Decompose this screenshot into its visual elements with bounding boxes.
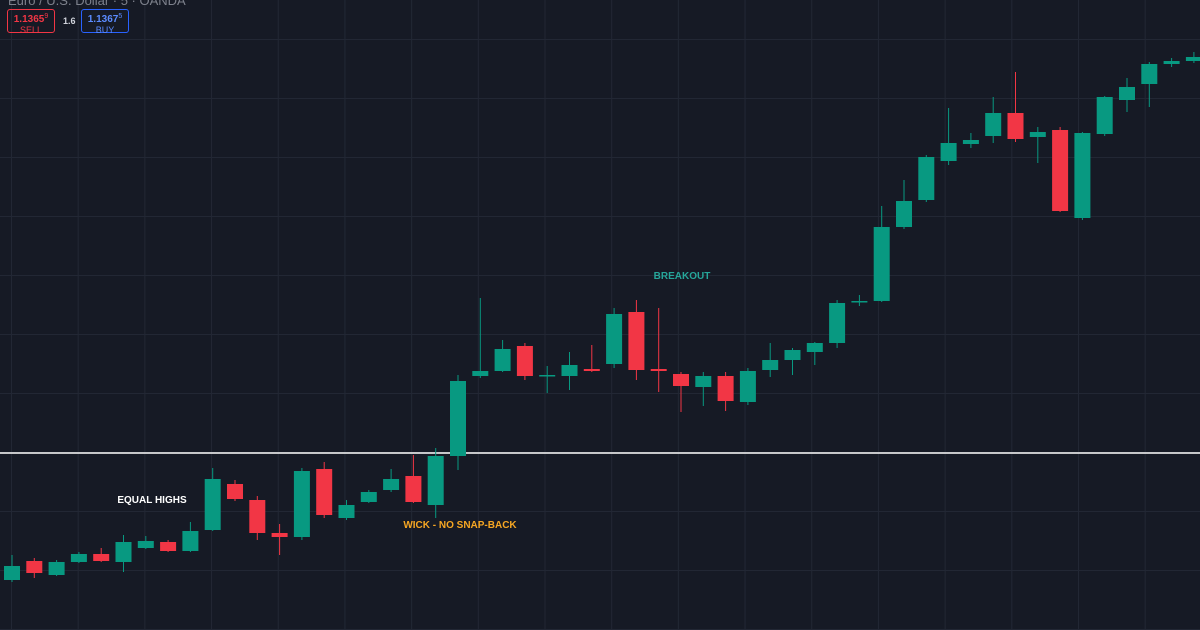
candle-body	[4, 566, 20, 580]
candle-body	[650, 369, 667, 371]
candle-body	[561, 365, 578, 376]
candle-body	[673, 374, 689, 386]
candle-body	[962, 140, 979, 144]
candle-body	[93, 554, 110, 561]
symbol-title: Euro / U.S. Dollar · 5 · OANDA	[8, 0, 186, 8]
candle-body	[695, 376, 712, 387]
candle-body	[806, 343, 823, 352]
candle-body	[873, 227, 890, 301]
candle-body	[249, 500, 266, 533]
candle-body	[1074, 133, 1091, 218]
spread: 1.6	[63, 16, 76, 26]
candle-body	[472, 371, 489, 376]
candle-body	[739, 371, 756, 402]
candle-body	[494, 349, 511, 371]
candle-body	[160, 542, 177, 551]
candle-body	[583, 369, 600, 371]
candle-body	[70, 554, 87, 562]
candle-body	[851, 301, 868, 303]
annotation: EQUAL HIGHS	[117, 495, 187, 506]
candle-body	[628, 312, 645, 370]
candle-body	[829, 303, 846, 343]
candle-body	[383, 479, 400, 490]
candle-body	[918, 157, 935, 200]
buy-pip: 5	[118, 13, 123, 20]
sell-label: SELL	[19, 25, 43, 35]
candle-body	[182, 531, 199, 551]
candle-body	[539, 375, 556, 377]
candle-body	[450, 381, 466, 456]
candle-body	[1163, 61, 1180, 64]
sell-price: 1.1365	[13, 14, 45, 25]
candle-body	[784, 350, 801, 360]
candle-body	[338, 505, 355, 518]
buy-price: 1.1367	[87, 14, 119, 25]
sell-button[interactable]: 1.13659 SELL	[7, 9, 55, 35]
candle-body	[1141, 64, 1158, 84]
buy-button[interactable]: 1.13675 BUY	[81, 9, 129, 35]
candle-body	[405, 476, 422, 502]
candle-body	[762, 360, 779, 370]
annotation: BREAKOUT	[654, 271, 711, 282]
candle-body	[137, 541, 154, 548]
candle-body	[227, 484, 243, 499]
candle-body	[293, 471, 310, 537]
candle-body	[1096, 97, 1113, 134]
candle-body	[427, 456, 444, 505]
buy-label: BUY	[95, 25, 115, 35]
candle-body	[1119, 87, 1135, 100]
sell-pip: 9	[44, 13, 49, 20]
candle-body	[606, 314, 623, 364]
candle-body	[48, 562, 65, 575]
candle-body	[1029, 132, 1046, 137]
annotation: WICK - NO SNAP-BACK	[403, 520, 517, 531]
candle-body	[516, 346, 533, 376]
candle-body	[896, 201, 912, 227]
candle-body	[717, 376, 734, 401]
candle-body	[316, 469, 333, 515]
candle-body	[360, 492, 377, 502]
candle-body	[985, 113, 1002, 136]
candle-body	[940, 143, 957, 161]
candle-body	[1007, 113, 1024, 139]
candle-body	[115, 542, 132, 562]
candle-body	[1052, 130, 1069, 211]
candle-body	[204, 479, 221, 530]
candle-body	[1185, 57, 1200, 61]
candle-body	[271, 533, 288, 537]
candle-body	[26, 561, 43, 573]
